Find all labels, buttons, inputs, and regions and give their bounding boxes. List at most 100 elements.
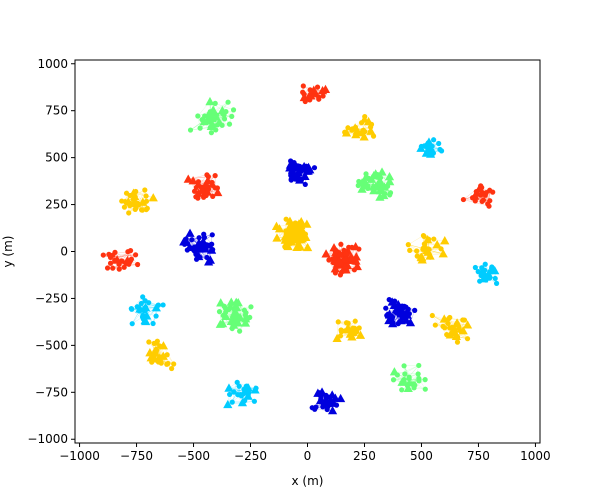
cluster-head-point <box>388 318 398 328</box>
cluster-head-point <box>208 105 218 114</box>
cluster-head-point <box>140 315 150 325</box>
node-point <box>454 339 461 345</box>
node-point <box>337 272 343 278</box>
cluster-head-point <box>389 367 400 376</box>
node-point <box>127 248 134 254</box>
cluster-head-point <box>183 174 193 183</box>
cluster-head-point <box>490 265 500 275</box>
x-axis: −1000 −750 −500 −250 0 250 500 750 1000 <box>59 443 551 463</box>
node-point <box>236 383 242 389</box>
cluster-head-point <box>458 326 468 335</box>
cluster-head-point <box>422 245 432 255</box>
node-point <box>356 325 362 331</box>
node-point <box>121 204 128 210</box>
cluster-head-point <box>352 261 362 271</box>
cluster-head-point <box>243 391 253 400</box>
cluster-head-point <box>309 85 319 94</box>
cluster-head-point <box>297 234 307 243</box>
cluster-head-point <box>357 127 367 137</box>
cluster-head-point <box>237 397 248 407</box>
cluster-head-point <box>302 219 312 228</box>
node-point <box>208 130 215 136</box>
cluster-head-point <box>462 320 473 329</box>
node-point <box>405 242 411 248</box>
cluster-head-point <box>322 395 332 405</box>
node-point <box>407 247 413 253</box>
cluster-head-point <box>240 318 251 327</box>
node-point <box>144 205 150 211</box>
node-point <box>248 304 254 310</box>
cluster-head-point <box>304 91 314 100</box>
cluster-head-point <box>223 399 233 409</box>
cluster-head-point <box>327 390 337 399</box>
node-point <box>226 121 233 127</box>
cluster-head-point <box>366 126 376 135</box>
node-point <box>121 264 127 270</box>
node-point <box>387 190 394 196</box>
cluster-head-point <box>387 297 397 306</box>
node-point <box>150 320 156 327</box>
link <box>110 254 136 258</box>
cluster-head-point <box>123 197 133 206</box>
y-tick-label: 500 <box>45 151 68 165</box>
y-tick-label: −500 <box>35 338 68 352</box>
cluster-head-point <box>295 175 305 184</box>
node-point <box>110 265 116 271</box>
node-point <box>416 362 422 369</box>
cluster-head-point <box>294 223 305 232</box>
cluster-head-point <box>271 221 282 230</box>
node-point <box>229 399 235 405</box>
node-point <box>164 361 170 367</box>
node-point <box>402 371 408 377</box>
cluster-head-point <box>438 249 448 258</box>
node-point <box>146 339 152 345</box>
cluster-head-point <box>334 256 344 265</box>
link <box>188 176 209 180</box>
node-point <box>460 317 466 323</box>
cluster-head-point <box>284 222 295 231</box>
node-point <box>436 140 442 147</box>
x-tick-label: 1000 <box>520 449 551 463</box>
cluster-head-point <box>211 112 221 121</box>
cluster-head-point <box>396 315 406 325</box>
cluster-head-point <box>317 85 328 95</box>
cluster-head-point <box>347 253 357 262</box>
node-point <box>399 387 405 393</box>
cluster-head-point <box>300 171 310 180</box>
cluster-head-point <box>449 324 459 333</box>
cluster-head-point <box>315 395 326 405</box>
cluster-head-point <box>112 255 122 264</box>
node-point <box>406 376 412 382</box>
cluster-head-point <box>385 176 395 186</box>
node-point <box>442 325 448 331</box>
cluster-head-point <box>321 249 331 258</box>
cluster-head-point <box>399 377 409 386</box>
node-point <box>146 300 152 306</box>
cluster-head-point <box>232 302 242 312</box>
y-tick-label: −250 <box>35 291 68 305</box>
link <box>397 365 419 376</box>
cluster-head-point <box>196 240 206 249</box>
link <box>225 306 252 317</box>
cluster-head-point <box>131 198 141 207</box>
node-point <box>142 187 148 193</box>
node-point <box>160 302 166 308</box>
node-point <box>432 322 438 328</box>
node-point <box>212 185 218 191</box>
node-point <box>412 307 418 313</box>
node-point <box>316 96 322 102</box>
node-point <box>171 361 177 367</box>
cluster-head-point <box>332 333 342 342</box>
cluster-head-point <box>355 330 366 339</box>
cluster-head-point <box>360 180 370 190</box>
cluster-head-point <box>148 193 158 202</box>
node-point <box>189 237 195 243</box>
node-point <box>135 261 141 268</box>
node-point <box>196 235 202 241</box>
node-point <box>195 113 201 119</box>
cluster-head-point <box>280 235 290 244</box>
node-point <box>487 187 493 193</box>
cluster-head-point <box>202 187 213 196</box>
node-point <box>241 307 247 313</box>
cluster-head-point <box>130 191 140 201</box>
